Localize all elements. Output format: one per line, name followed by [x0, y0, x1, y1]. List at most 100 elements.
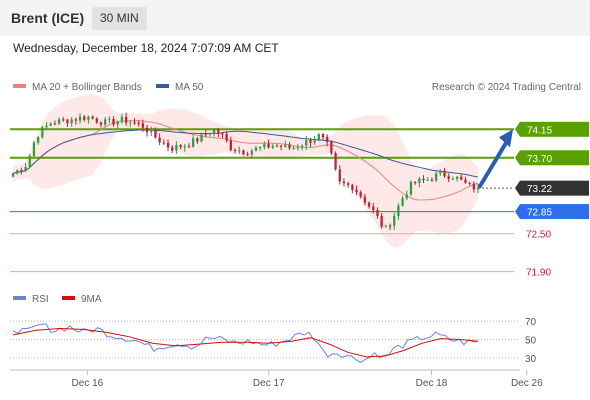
candle-body: [53, 123, 57, 125]
candle-body: [133, 122, 136, 124]
candle-body: [225, 133, 228, 141]
candle-body: [338, 169, 341, 182]
candle-body: [145, 127, 149, 133]
candle-body: [284, 144, 287, 147]
ma50-line: [12, 129, 479, 178]
candle-body: [204, 134, 207, 136]
price-level-tag: [520, 204, 589, 220]
candle-body: [305, 139, 308, 146]
candle-body: [464, 179, 467, 183]
candle-body: [45, 125, 48, 128]
candle-body: [259, 147, 262, 149]
candle-body: [334, 153, 337, 170]
price-level-label: 72.85: [527, 208, 552, 219]
candle-body: [166, 142, 170, 148]
candle-body: [434, 173, 438, 181]
price-level-label: 72.50: [526, 230, 551, 241]
candle-body: [20, 170, 23, 172]
candle-body: [124, 116, 128, 123]
instrument-title: Brent (ICE): [11, 10, 85, 26]
candle-body: [57, 119, 61, 124]
candle-body: [78, 116, 82, 121]
time-axis-label: Dec 17: [253, 378, 285, 389]
candle-body: [150, 129, 153, 133]
candle-body: [242, 150, 245, 155]
rsi-ma-line: [12, 327, 479, 358]
candle-body: [171, 147, 174, 151]
forecast-arrow-shaft: [478, 139, 509, 189]
candle-body: [212, 129, 216, 134]
candle-body: [66, 119, 69, 124]
ma50-legend-label: MA 50: [175, 82, 204, 93]
candle-body: [217, 129, 220, 134]
chart-datetime: Wednesday, December 18, 2024 7:07:09 AM …: [13, 41, 279, 55]
candle-body: [447, 176, 450, 179]
candle-body: [200, 134, 203, 142]
candle-body: [24, 166, 27, 171]
candle-body: [460, 176, 463, 180]
candle-body: [288, 144, 291, 149]
candle-body: [49, 123, 52, 126]
candle-body: [363, 196, 367, 203]
candle-body: [233, 150, 237, 152]
candle-body: [455, 176, 459, 179]
candle-body: [263, 143, 266, 148]
candle-body: [108, 118, 111, 120]
candle-body: [129, 122, 132, 124]
candle-body: [414, 181, 417, 183]
candle-body: [372, 206, 375, 211]
ma50-legend-swatch: [156, 84, 169, 88]
candle-body: [342, 181, 346, 184]
candle-body: [162, 142, 165, 144]
candle-body: [112, 118, 115, 125]
candle-body: [317, 134, 320, 140]
candle-body: [221, 133, 224, 135]
candle-body: [254, 147, 258, 151]
candle-body: [384, 225, 387, 227]
rsi-ma-legend-swatch: [62, 296, 75, 300]
candle-body: [309, 139, 312, 143]
timeframe-button[interactable]: 30 MIN: [92, 7, 147, 30]
candle-body: [187, 146, 191, 148]
candle-body: [175, 145, 178, 151]
price-level-label: 73.22: [527, 184, 552, 195]
candle-body: [191, 138, 195, 147]
candle-body: [250, 150, 253, 155]
candle-body: [296, 147, 300, 149]
candle-body: [141, 123, 145, 128]
price-level-tag: [520, 121, 589, 137]
candle-body: [267, 143, 270, 148]
candle-body: [183, 146, 186, 148]
price-level-tag: [520, 150, 589, 166]
candle-body: [451, 178, 455, 180]
candle-body: [376, 210, 379, 216]
candle-body: [326, 137, 329, 142]
candle-body: [346, 183, 350, 185]
candle-body: [74, 119, 77, 121]
candle-body: [28, 155, 31, 167]
credit-label: Research © 2024 Trading Central: [432, 82, 581, 93]
candle-body: [158, 137, 161, 143]
price-level-tag-pointer: [515, 180, 520, 196]
candle-body: [418, 178, 421, 183]
candle-body: [367, 202, 371, 207]
candle-body: [154, 129, 157, 138]
candle-body: [426, 179, 429, 181]
candle-body: [208, 133, 212, 135]
price-level-label: 73.70: [527, 154, 552, 165]
time-axis-label: Dec 18: [416, 378, 448, 389]
rsi-legend-swatch: [13, 296, 26, 300]
candle-body: [246, 154, 249, 156]
candle-body: [405, 194, 408, 199]
forecast-arrow-head: [499, 129, 513, 148]
price-level-tag-pointer: [515, 150, 520, 166]
candle-body: [393, 215, 396, 226]
candle-body: [271, 145, 274, 148]
rsi-tick-label: 50: [525, 336, 537, 347]
rsi-tick-label: 30: [525, 354, 537, 365]
candle-body: [313, 139, 316, 143]
candle-body: [359, 192, 362, 197]
candle-body: [11, 173, 15, 177]
candle-body: [355, 189, 358, 193]
